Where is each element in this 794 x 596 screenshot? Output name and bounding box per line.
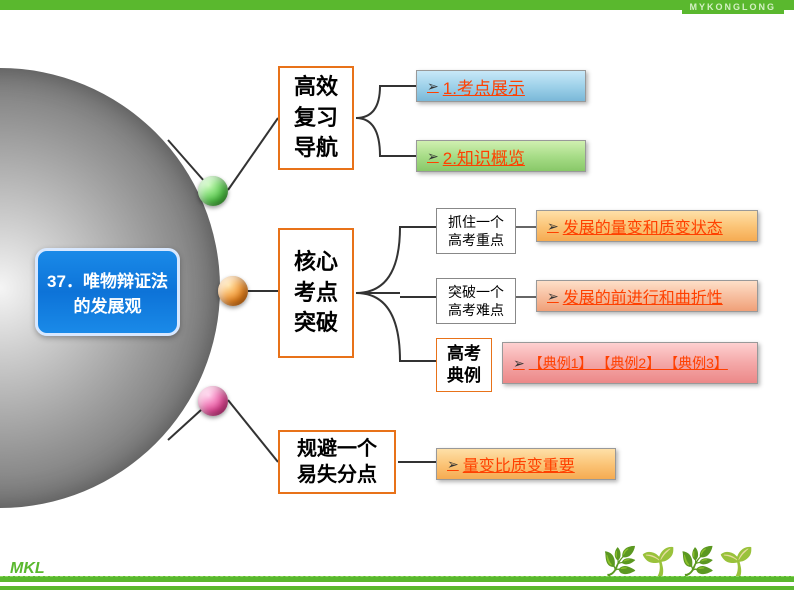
sub-label-3: 高考 典例	[436, 338, 492, 392]
link-text: 【典例1】 【典例2】 【典例3】	[529, 353, 728, 373]
branch-box-3: 规避一个 易失分点	[278, 430, 396, 494]
link-text: 1.考点展示	[443, 74, 525, 99]
link-qianjin[interactable]: ➢发展的前进行和曲折性	[536, 280, 758, 312]
branch-box-2: 核心 考点 突破	[278, 228, 354, 358]
node-sphere-pink	[198, 386, 228, 416]
chevron-icon: ➢	[547, 218, 559, 235]
sub-label-1: 抓住一个 高考重点	[436, 208, 516, 254]
link-text: 发展的前进行和曲折性	[563, 284, 723, 308]
branch-label-1: 高效 复习 导航	[294, 72, 338, 164]
chevron-icon: ➢	[427, 78, 439, 95]
link-zhishi[interactable]: ➢ 2.知识概览	[416, 140, 586, 172]
plants-decoration: 🌿 🌱 🌿 🌱	[603, 548, 755, 576]
node-sphere-orange	[218, 276, 248, 306]
chevron-icon: ➢	[427, 148, 439, 165]
plant-icon: 🌱	[719, 548, 754, 576]
branch-label-2: 核心 考点 突破	[294, 247, 338, 339]
node-sphere-green	[198, 176, 228, 206]
link-text: 2.知识概览	[443, 144, 525, 169]
sub-text: 抓住一个 高考重点	[448, 214, 504, 248]
link-text: 量变比质变重要	[463, 452, 575, 476]
link-dianli[interactable]: ➢【典例1】 【典例2】 【典例3】	[502, 342, 758, 384]
sub-text: 高考 典例	[447, 344, 481, 385]
sub-label-2: 突破一个 高考难点	[436, 278, 516, 324]
plant-icon: 🌿	[603, 548, 638, 576]
sub-text: 突破一个 高考难点	[448, 284, 504, 318]
branch-label-3: 规避一个 易失分点	[297, 436, 377, 488]
chevron-icon: ➢	[513, 355, 525, 372]
link-liangbian[interactable]: ➢发展的量变和质变状态	[536, 210, 758, 242]
branch-box-1: 高效 复习 导航	[278, 66, 354, 170]
chevron-icon: ➢	[447, 456, 459, 473]
chevron-icon: ➢	[547, 288, 559, 305]
link-liangbian-zhibian[interactable]: ➢量变比质变重要	[436, 448, 616, 480]
plant-icon: 🌱	[641, 548, 676, 576]
bottom-bar	[0, 586, 794, 590]
link-text: 发展的量变和质变状态	[563, 214, 723, 238]
bottom-bar	[0, 576, 794, 582]
plant-icon: 🌿	[680, 548, 715, 576]
link-kaodian[interactable]: ➢ 1.考点展示	[416, 70, 586, 102]
